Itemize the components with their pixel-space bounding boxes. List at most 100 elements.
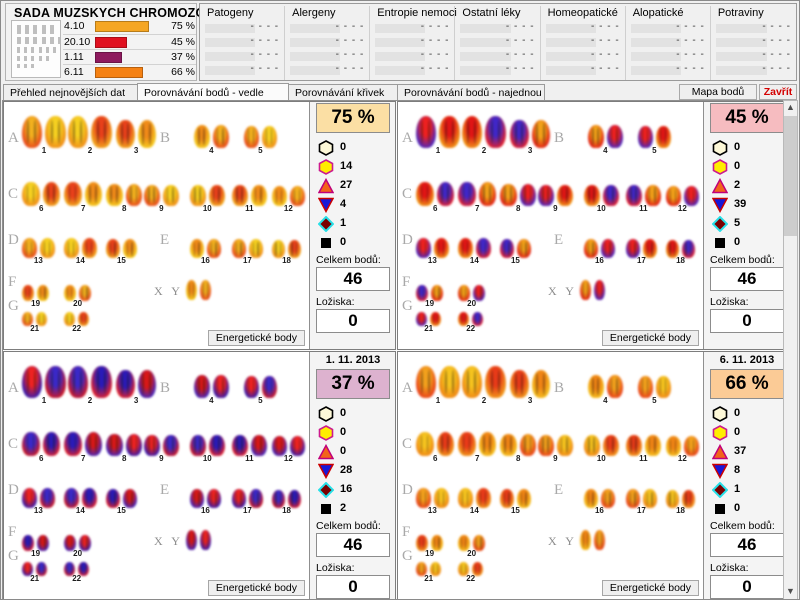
chromosome-group-21[interactable]: 21 xyxy=(416,312,442,338)
close-button[interactable]: Zavřít xyxy=(759,84,797,100)
category-panel-row[interactable]: - - - - xyxy=(375,49,450,64)
chromosome-group-11[interactable]: 11 xyxy=(232,434,267,468)
chromosome-group-11[interactable]: 11 xyxy=(232,184,267,218)
chromosome-group-13[interactable]: 13 xyxy=(22,488,55,520)
category-panel-row[interactable]: - - - - xyxy=(630,63,706,78)
chromosome-group-5[interactable]: 5 xyxy=(638,125,671,160)
chromosome-group-20[interactable]: 20 xyxy=(64,535,92,563)
chromosome-group-8[interactable]: 8 xyxy=(500,433,537,468)
chromosome-group-10[interactable]: 10 xyxy=(190,434,225,468)
chromosome-group-8[interactable]: 8 xyxy=(106,183,143,218)
chromosome-group-2[interactable]: 2 xyxy=(68,366,112,410)
chromosome-group-20[interactable]: 20 xyxy=(458,285,486,313)
map-points-button[interactable]: Mapa bodů xyxy=(679,84,757,100)
chromosome-group-1[interactable]: 1 xyxy=(416,116,460,160)
category-panel-row[interactable]: - - - - xyxy=(290,35,365,50)
category-panel-row[interactable]: - - - - xyxy=(460,21,535,36)
chromosome-group-14[interactable]: 14 xyxy=(458,488,491,520)
chromosome-group-14[interactable]: 14 xyxy=(64,238,97,270)
category-value-field[interactable] xyxy=(375,52,426,61)
chromosome-group-4[interactable]: 4 xyxy=(194,124,229,160)
category-value-field[interactable] xyxy=(375,66,426,75)
category-value-field[interactable] xyxy=(715,24,767,33)
chromosome-group-3[interactable]: 3 xyxy=(116,120,157,160)
chromosome-group-18[interactable]: 18 xyxy=(272,240,302,270)
category-value-field[interactable] xyxy=(460,52,511,61)
karyotype-q3[interactable]: 1 2 3 4 5 6 7 8 9 10 11 12 13 14 15 16 17 18 19 20 21 22 A B C D E… xyxy=(4,352,309,599)
category-panel-row[interactable]: - - - - xyxy=(545,21,621,36)
chromosome-group-21[interactable]: 21 xyxy=(22,312,48,338)
chromosome-group-9[interactable]: 9 xyxy=(538,184,573,218)
chromosome-group-16[interactable]: 16 xyxy=(584,489,615,520)
scroll-down-arrow-icon[interactable]: ▼ xyxy=(784,585,797,599)
category-value-field[interactable] xyxy=(375,24,426,33)
karyotype-q2[interactable]: 1 2 3 4 5 6 7 8 9 10 11 12 13 14 15 16 17 18 19 20 21 22 A B C D E… xyxy=(398,102,703,349)
category-value-field[interactable] xyxy=(460,24,511,33)
category-value-field[interactable] xyxy=(630,52,681,61)
category-value-field[interactable] xyxy=(545,38,596,47)
chromosome-group-16[interactable]: 16 xyxy=(584,239,615,270)
chromosome-group-4[interactable]: 4 xyxy=(588,374,623,410)
category-panel-row[interactable]: - - - - xyxy=(205,21,280,36)
chromosome-group-2[interactable]: 2 xyxy=(462,116,506,160)
chromosome-group-12[interactable]: 12 xyxy=(272,436,305,468)
chromosome-group-15[interactable]: 15 xyxy=(106,239,137,270)
category-value-field[interactable] xyxy=(290,38,341,47)
chromosome-group-17[interactable]: 17 xyxy=(626,489,657,520)
category-panel-row[interactable]: - - - - xyxy=(460,49,535,64)
category-value-field[interactable] xyxy=(205,24,256,33)
category-value-field[interactable] xyxy=(715,66,767,75)
category-value-field[interactable] xyxy=(715,52,767,61)
chromosome-group-15[interactable]: 15 xyxy=(106,489,137,520)
chromosome-group-18[interactable]: 18 xyxy=(666,240,696,270)
chromosome-group-9[interactable]: 9 xyxy=(144,184,179,218)
category-panel-row[interactable]: - - - - xyxy=(290,63,365,78)
category-panel-row[interactable]: - - - - xyxy=(375,63,450,78)
category-panel-row[interactable]: - - - - xyxy=(375,21,450,36)
chromosome-group-4[interactable]: 4 xyxy=(588,124,623,160)
category-value-field[interactable] xyxy=(205,52,256,61)
chromosome-group-13[interactable]: 13 xyxy=(416,488,449,520)
chromosome-group-4[interactable]: 4 xyxy=(194,374,229,410)
category-value-field[interactable] xyxy=(205,66,256,75)
category-value-field[interactable] xyxy=(460,38,511,47)
chromosome-group-8[interactable]: 8 xyxy=(106,433,143,468)
category-panel-row[interactable]: - - - - xyxy=(545,35,621,50)
chromosome-group-14[interactable]: 14 xyxy=(458,238,491,270)
karyotype-q1[interactable]: 1 2 3 4 5 6 7 8 9 10 11 12 13 14 15 16 17 18 19 20 21 22 A B C D E… xyxy=(4,102,309,349)
karyotype-thumbnail[interactable] xyxy=(11,20,61,78)
category-panel-row[interactable]: - - - - xyxy=(715,49,792,64)
chromosome-group-19[interactable]: 19 xyxy=(416,535,444,563)
chromosome-group-1[interactable]: 1 xyxy=(416,366,460,410)
category-panel-row[interactable]: - - - - xyxy=(630,49,706,64)
chromosome-group-18[interactable]: 18 xyxy=(666,490,696,520)
chromosome-group-6[interactable]: 6 xyxy=(416,181,455,218)
tab-0[interactable]: Přehled nejnovějších dat xyxy=(3,84,138,101)
chromosome-group-5[interactable]: 5 xyxy=(244,375,277,410)
chromosome-group-17[interactable]: 17 xyxy=(232,489,263,520)
chromosome-group-1[interactable]: 1 xyxy=(22,116,66,160)
chromosome-group-2[interactable]: 2 xyxy=(68,116,112,160)
chromosome-group-18[interactable]: 18 xyxy=(272,490,302,520)
category-value-field[interactable] xyxy=(290,24,341,33)
category-value-field[interactable] xyxy=(290,66,341,75)
category-value-field[interactable] xyxy=(545,52,596,61)
category-value-field[interactable] xyxy=(460,66,511,75)
chromosome-group-9[interactable]: 9 xyxy=(144,434,179,468)
tab-1[interactable]: Porovnávání bodů - vedle xyxy=(137,83,289,101)
chromosome-group-22[interactable]: 22 xyxy=(64,312,90,338)
energy-points-button-q2[interactable]: Energetické body xyxy=(601,330,699,346)
chromosome-group-6[interactable]: 6 xyxy=(416,431,455,468)
chromosome-group-xy[interactable] xyxy=(186,530,214,554)
chromosome-group-13[interactable]: 13 xyxy=(22,238,55,270)
chromosome-group-19[interactable]: 19 xyxy=(416,285,444,313)
category-value-field[interactable] xyxy=(715,38,767,47)
scroll-up-arrow-icon[interactable]: ▲ xyxy=(784,101,797,115)
category-panel-row[interactable]: - - - - xyxy=(205,63,280,78)
category-panel-row[interactable]: - - - - xyxy=(460,35,535,50)
chromosome-group-12[interactable]: 12 xyxy=(272,186,305,218)
tab-3[interactable]: Porovnávání bodů - najednou xyxy=(397,84,545,101)
category-panel-row[interactable]: - - - - xyxy=(375,35,450,50)
chromosome-group-10[interactable]: 10 xyxy=(584,434,619,468)
category-panel-row[interactable]: - - - - xyxy=(205,49,280,64)
